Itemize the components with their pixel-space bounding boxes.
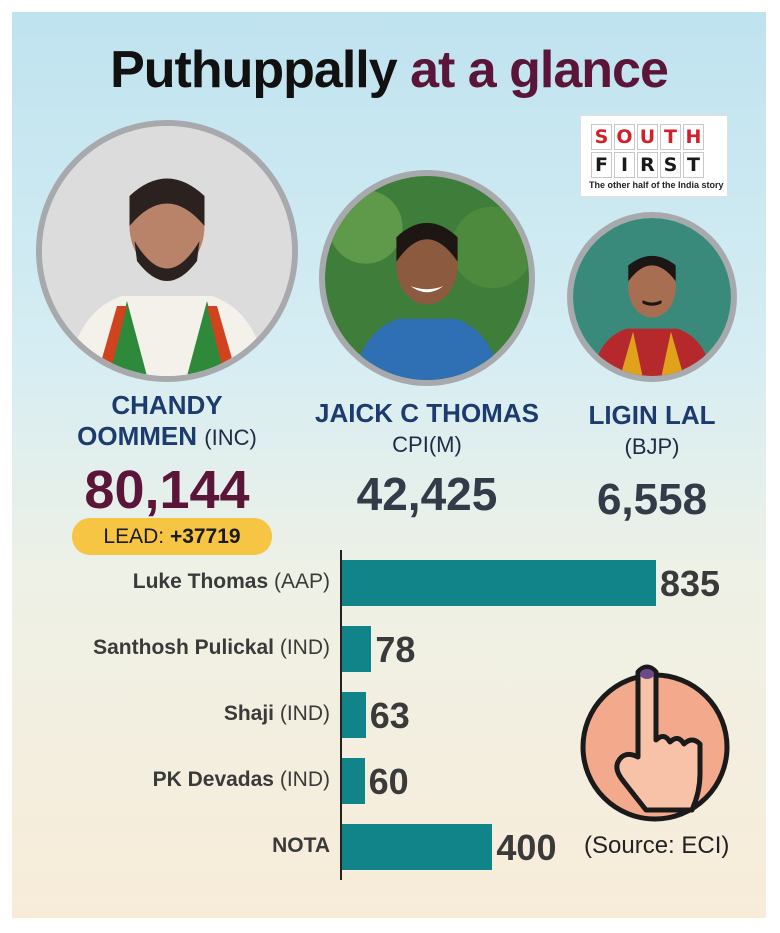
candidate-name-text: JAICK C THOMAS [315, 398, 539, 428]
candidate-name-3: LIGIN LAL (BJP) [572, 400, 732, 462]
logo-letter: T [660, 124, 681, 150]
candidate-votes-1: 80,144 [84, 460, 250, 520]
bar-label-name: Santhosh Pulickal [93, 636, 274, 659]
bar [342, 824, 493, 870]
voting-finger-icon [580, 664, 730, 822]
candidate-party: (INC) [204, 425, 257, 450]
candidate-votes-3: 6,558 [596, 475, 708, 524]
logo-letter: I [614, 152, 635, 178]
logo-letter: S [660, 152, 681, 178]
chart-axis-line [340, 550, 342, 880]
candidate-name-2: JAICK C THOMAS CPI(M) [282, 398, 572, 460]
source-note: (Source: ECI) [584, 832, 730, 859]
south-first-logo: S O U T H F I R S T The other half of th… [580, 115, 728, 197]
bar-value-label: 63 [369, 695, 410, 736]
lead-badge: LEAD: +37719 [72, 518, 272, 555]
logo-letter: F [591, 152, 612, 178]
candidate-name-text: LIGIN LAL [588, 400, 716, 430]
candidate-party: (BJP) [624, 434, 680, 459]
bar-category-label: PK Devadas (IND) [12, 768, 330, 792]
logo-letter: H [683, 124, 704, 150]
candidate-party: CPI(M) [392, 432, 462, 457]
bar-label-party: (IND) [279, 702, 330, 725]
logo-letter: T [683, 152, 704, 178]
bar-label-party: (AAP) [273, 570, 330, 593]
bar-category-label: Santhosh Pulickal (IND) [12, 636, 330, 660]
bar-category-label: Luke Thomas (AAP) [12, 570, 330, 594]
bar [342, 692, 366, 738]
bar [342, 758, 365, 804]
candidate-votes-2: 42,425 [356, 468, 498, 520]
title-part1: Puthuppally [110, 41, 398, 99]
bar [342, 560, 656, 606]
bar-category-label: Shaji (IND) [12, 702, 330, 726]
lead-label: LEAD: [103, 525, 165, 548]
bar-value-label: 835 [660, 563, 721, 604]
infographic-card: Puthuppally at a glance S O U T H F I R … [12, 12, 766, 918]
logo-row-first: F I R S T [591, 152, 704, 178]
bar-label-name: Shaji [223, 702, 274, 725]
title-part2: at a glance [410, 41, 669, 99]
logo-letter: R [637, 152, 658, 178]
candidate-photo-chandy-oommen [36, 120, 298, 382]
bar-value-label: 60 [368, 761, 409, 802]
candidate-name-line2: OOMMEN [77, 421, 198, 451]
logo-letter: S [591, 124, 612, 150]
bar-label-name: NOTA [272, 834, 330, 857]
candidate-photo-ligin-lal [567, 212, 737, 382]
page-title: Puthuppally at a glance [12, 40, 766, 100]
logo-letter: O [614, 124, 635, 150]
bar-label-name: PK Devadas [152, 768, 274, 791]
bar-value-label: 400 [496, 827, 557, 868]
bar-label-party: (IND) [279, 768, 330, 791]
candidate-name-line1: CHANDY [111, 390, 223, 420]
bar-value-label: 78 [375, 629, 416, 670]
bar-label-party: (IND) [279, 636, 330, 659]
candidate-photo-jaick-c-thomas [319, 170, 535, 386]
lead-value: +37719 [169, 525, 241, 548]
logo-letter: U [637, 124, 658, 150]
candidate-name-1: CHANDY OOMMEN (INC) [52, 390, 282, 453]
bar-label-name: Luke Thomas [132, 570, 269, 593]
bar-category-label: NOTA [12, 834, 330, 858]
logo-tagline: The other half of the India story [589, 180, 724, 190]
logo-row-south: S O U T H [591, 124, 704, 150]
bar [342, 626, 372, 672]
